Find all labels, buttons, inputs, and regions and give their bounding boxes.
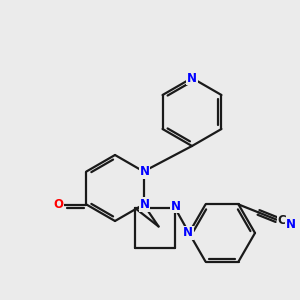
- Text: N: N: [183, 226, 193, 239]
- Text: N: N: [140, 165, 150, 178]
- Text: N: N: [187, 71, 197, 85]
- Text: N: N: [140, 198, 150, 211]
- Text: N: N: [286, 218, 296, 231]
- Text: O: O: [53, 198, 63, 211]
- Text: N: N: [171, 200, 181, 212]
- Text: C: C: [277, 214, 286, 227]
